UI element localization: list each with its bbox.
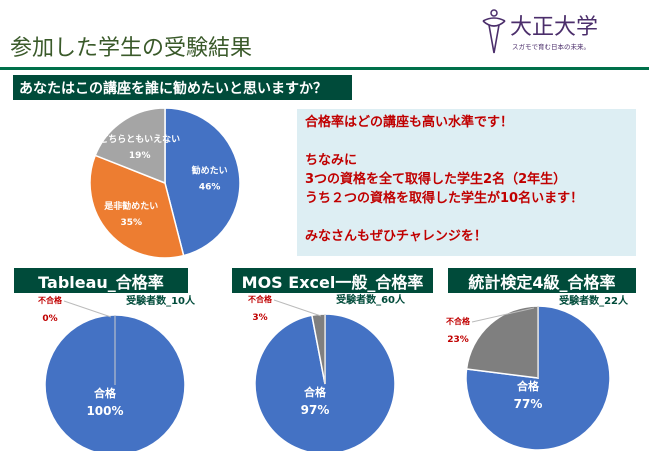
logo-name: 大正大学	[510, 15, 599, 40]
examinee-count: 受験者数_60人	[336, 293, 406, 306]
examinee-count: 受験者数_22人	[559, 294, 629, 307]
slice-value: 35%	[120, 218, 142, 228]
slice-value: 46%	[199, 182, 221, 192]
slice-label: どちらともいえない	[99, 133, 180, 145]
fail-value: 0%	[42, 314, 57, 324]
pass-label: 合格	[304, 385, 327, 399]
fail-label: 不合格	[248, 294, 273, 304]
leader-line	[273, 299, 322, 317]
note-line: うち２つの資格を取得した学生が10名います！	[305, 191, 584, 206]
summary-note: 合格率はどの講座も高い水準です！ ちなみに 3つの資格を全て取得した学生2名（2…	[297, 109, 636, 256]
pie-slice-是非勧めたい	[89, 154, 185, 259]
examinee-count: 受験者数_10人	[126, 294, 196, 307]
note-line: 3つの資格を全て取得した学生2名（2年生）	[305, 172, 567, 187]
leader-line	[471, 307, 535, 323]
pie-slice-勧めたい	[164, 107, 241, 257]
slice-value: 19%	[129, 151, 151, 161]
logo-emblem-icon	[482, 9, 506, 54]
leader-line	[63, 300, 112, 318]
fail-value: 3%	[252, 313, 267, 323]
fail-value: 23%	[447, 335, 469, 345]
logo-tagline: スガモで育む日本の未来。	[512, 43, 590, 51]
note-line: みなさんもぜひチャレンジを！	[305, 229, 487, 244]
slice-label: 是非勧めたい	[103, 200, 158, 212]
note-line: ちなみに	[305, 153, 358, 168]
mos-title: MOS Excel一般_合格率	[232, 268, 433, 293]
pass-label: 合格	[517, 379, 540, 393]
fail-label: 不合格	[446, 316, 471, 326]
pie-slice-不合格	[465, 305, 539, 379]
tableau-title: Tableau_合格率	[14, 268, 188, 293]
question-heading: あなたはこの講座を誰に勧めたいと思いますか？	[13, 75, 352, 100]
university-logo: 大正大学 スガモで育む日本の未来。	[480, 5, 630, 60]
fail-label: 不合格	[38, 295, 63, 305]
pie-slice-どちらともいえない	[94, 107, 166, 185]
pass-value: 77%	[514, 397, 543, 411]
pass-value: 97%	[301, 403, 330, 417]
slice-label: 勧めたい	[192, 164, 228, 176]
page-title: 参加した学生の受験結果	[10, 36, 253, 61]
note-line: 合格率はどの講座も高い水準です！	[305, 115, 514, 130]
pass-label: 合格	[94, 386, 117, 400]
header-divider	[0, 67, 649, 70]
pass-value: 100%	[86, 404, 123, 418]
stats-title: 統計検定4級_合格率	[448, 268, 636, 293]
